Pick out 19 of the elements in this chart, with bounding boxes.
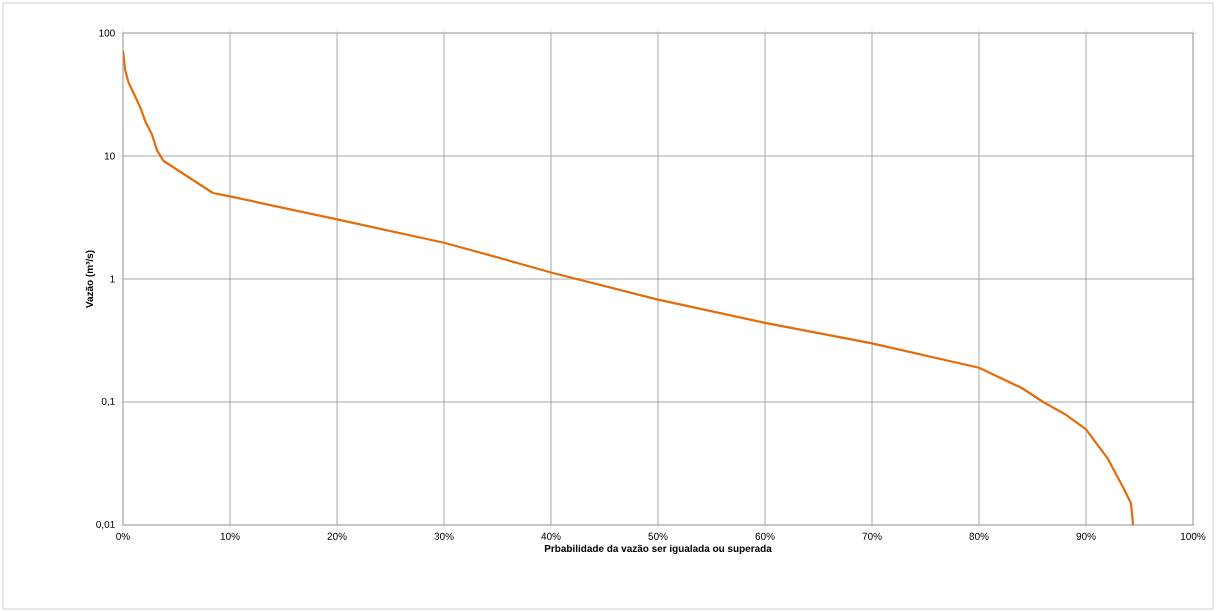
x-tick-label: 50% (648, 532, 668, 540)
x-axis-title: Prbabilidade da vazão ser igualada ou superada (544, 544, 772, 554)
x-tick-label: 70% (862, 532, 882, 540)
x-tick-label: 30% (434, 532, 454, 540)
y-axis-title: Vazão (m³/s) (85, 250, 95, 309)
x-tick-label: 60% (755, 532, 775, 540)
y-tick-label: 10 (104, 152, 115, 160)
x-tick-label: 20% (327, 532, 347, 540)
x-tick-label: 90% (1076, 532, 1096, 540)
y-tick-label: 1 (110, 275, 115, 283)
x-tick-label: 40% (541, 532, 561, 540)
x-tick-label: 80% (969, 532, 989, 540)
y-tick-label: 0,1 (101, 397, 115, 407)
x-tick-label: 100% (1181, 532, 1206, 540)
x-tick-label: 10% (220, 532, 240, 540)
line-series (123, 49, 1135, 525)
y-tick-label: 100 (99, 29, 115, 37)
x-tick-label: 0% (116, 532, 130, 540)
y-tick-label: 0,01 (96, 520, 115, 530)
